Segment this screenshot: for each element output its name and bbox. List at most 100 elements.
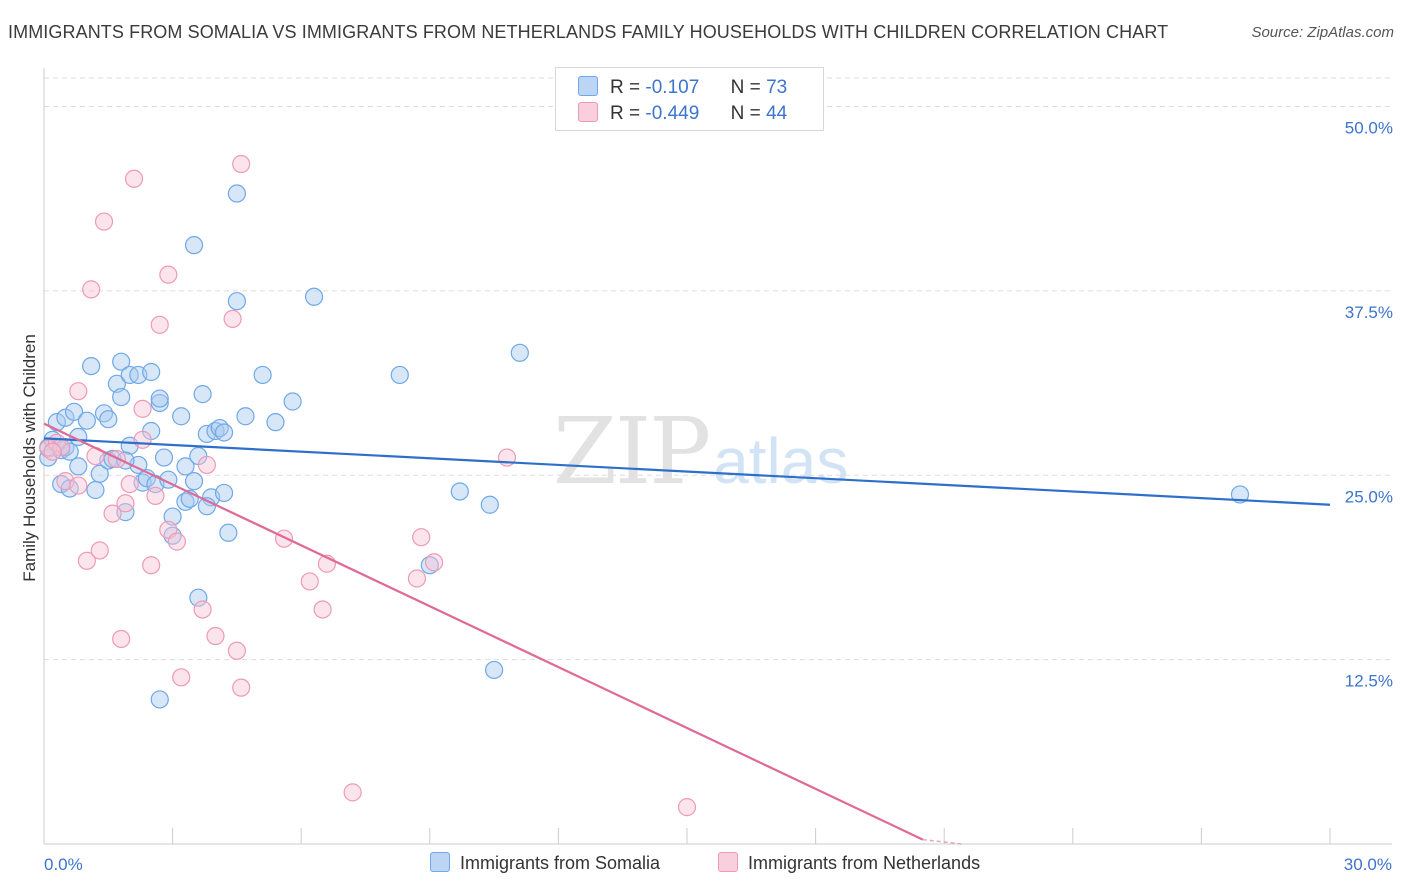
point-somalia bbox=[184, 472, 204, 491]
point-somalia bbox=[450, 482, 469, 501]
point-netherlands bbox=[412, 528, 431, 547]
point-somalia bbox=[480, 495, 499, 514]
point-somalia bbox=[1230, 485, 1250, 504]
r-value: -0.449 bbox=[645, 103, 700, 124]
point-somalia bbox=[485, 660, 504, 680]
point-somalia bbox=[172, 407, 191, 426]
point-netherlands bbox=[677, 798, 697, 817]
point-somalia bbox=[510, 343, 529, 362]
point-somalia bbox=[90, 464, 109, 483]
y-tick-label: 12.5% bbox=[1345, 672, 1393, 691]
x-tick-label: 30.0% bbox=[1344, 855, 1392, 874]
point-netherlands bbox=[43, 442, 62, 461]
point-netherlands bbox=[120, 475, 139, 494]
point-somalia bbox=[150, 393, 169, 413]
stats-legend-row-netherlands: R = -0.449 N = 44 bbox=[578, 102, 787, 126]
y-tick-label: 37.5% bbox=[1345, 303, 1393, 322]
point-somalia bbox=[69, 457, 88, 476]
point-netherlands bbox=[146, 486, 165, 505]
point-somalia bbox=[154, 448, 174, 467]
netherlands-legend-swatch-icon bbox=[718, 852, 738, 872]
point-somalia bbox=[253, 365, 272, 385]
point-somalia bbox=[64, 402, 84, 421]
point-netherlands bbox=[90, 541, 109, 560]
trend-line-netherlands bbox=[43, 422, 924, 841]
chart-title: IMMIGRANTS FROM SOMALIA VS IMMIGRANTS FR… bbox=[8, 22, 1169, 42]
point-netherlands bbox=[133, 430, 152, 449]
y-axis-label: Family Households with Children bbox=[20, 334, 39, 582]
point-netherlands bbox=[133, 399, 152, 418]
somalia-legend-swatch-icon bbox=[430, 852, 450, 872]
point-netherlands bbox=[407, 569, 427, 588]
point-netherlands bbox=[69, 476, 88, 495]
point-netherlands bbox=[193, 600, 212, 619]
point-netherlands bbox=[150, 315, 169, 334]
point-netherlands bbox=[69, 382, 88, 401]
point-somalia bbox=[266, 413, 285, 432]
point-netherlands bbox=[223, 309, 242, 328]
legend-item-somalia: Immigrants from Somalia bbox=[430, 852, 660, 874]
point-somalia bbox=[99, 410, 118, 429]
point-somalia bbox=[77, 411, 96, 430]
stats-legend: R = -0.107 N = 73 R = -0.449 N = 44 bbox=[555, 67, 824, 131]
point-somalia bbox=[227, 184, 246, 203]
point-somalia bbox=[227, 292, 246, 311]
point-netherlands bbox=[300, 572, 319, 591]
x-tick-label: 0.0% bbox=[44, 855, 83, 874]
point-netherlands bbox=[197, 455, 216, 475]
point-netherlands bbox=[112, 629, 131, 649]
point-netherlands bbox=[77, 551, 96, 570]
point-netherlands bbox=[142, 556, 161, 575]
trend-line-extension bbox=[922, 838, 962, 845]
point-netherlands bbox=[227, 641, 246, 660]
point-somalia bbox=[176, 457, 195, 476]
legend-item-netherlands: Immigrants from Netherlands bbox=[718, 852, 980, 874]
point-netherlands bbox=[206, 626, 225, 646]
trend-line-somalia bbox=[43, 437, 1331, 506]
point-netherlands bbox=[124, 169, 144, 188]
point-somalia bbox=[283, 392, 302, 411]
point-somalia bbox=[193, 385, 212, 404]
point-somalia bbox=[219, 523, 238, 542]
point-netherlands bbox=[274, 529, 294, 548]
chart-source: Source: ZipAtlas.com bbox=[1251, 24, 1394, 41]
point-somalia bbox=[214, 423, 234, 442]
point-netherlands bbox=[159, 265, 178, 284]
point-somalia bbox=[304, 287, 324, 306]
point-netherlands bbox=[313, 600, 332, 619]
point-somalia bbox=[112, 352, 131, 371]
legend-label-netherlands: Immigrants from Netherlands bbox=[748, 853, 981, 873]
n-label: N = bbox=[730, 77, 761, 98]
somalia-swatch-icon bbox=[578, 76, 598, 96]
point-netherlands bbox=[343, 783, 362, 802]
n-label: N = bbox=[730, 103, 761, 124]
n-value: 73 bbox=[766, 77, 788, 98]
point-somalia bbox=[214, 483, 234, 503]
stats-legend-row-somalia: R = -0.107 N = 73 bbox=[578, 76, 787, 100]
point-somalia bbox=[189, 588, 208, 607]
point-somalia bbox=[390, 365, 409, 385]
point-netherlands bbox=[103, 504, 122, 523]
r-value: -0.107 bbox=[645, 77, 700, 98]
legend-label-somalia: Immigrants from Somalia bbox=[460, 853, 661, 873]
n-value: 44 bbox=[766, 103, 788, 124]
netherlands-swatch-icon bbox=[578, 102, 598, 122]
y-tick-label: 25.0% bbox=[1345, 487, 1393, 506]
point-netherlands bbox=[232, 154, 251, 174]
point-somalia bbox=[142, 362, 161, 382]
point-netherlands bbox=[172, 668, 191, 687]
point-somalia bbox=[86, 480, 105, 500]
point-somalia bbox=[150, 389, 169, 408]
point-netherlands bbox=[94, 212, 114, 231]
point-somalia bbox=[184, 236, 204, 255]
point-netherlands bbox=[167, 532, 186, 551]
point-somalia bbox=[150, 690, 169, 709]
point-somalia bbox=[112, 387, 131, 407]
point-somalia bbox=[236, 407, 255, 426]
point-netherlands bbox=[82, 280, 101, 299]
point-netherlands bbox=[424, 553, 444, 572]
point-somalia bbox=[82, 357, 101, 376]
r-label: R = bbox=[610, 103, 641, 124]
y-tick-label: 50.0% bbox=[1345, 119, 1393, 138]
